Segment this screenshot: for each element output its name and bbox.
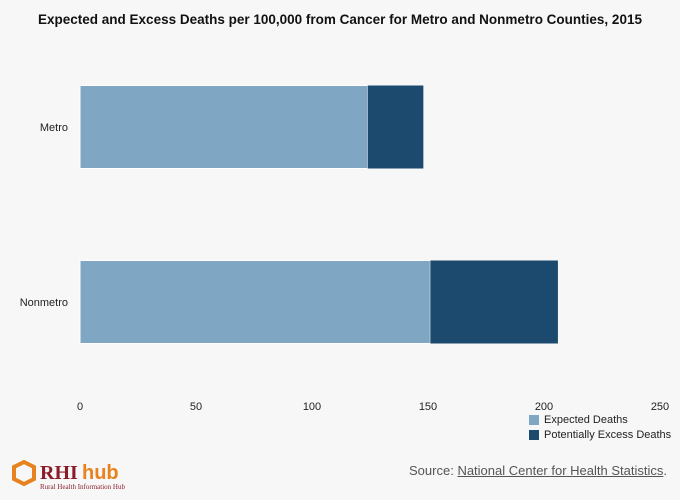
legend-item-expected: Expected Deaths	[529, 412, 671, 427]
rhihub-logo[interactable]: RHI hub Rural Health Information Hub	[12, 459, 152, 497]
category-label-nonmetro: Nonmetro	[20, 297, 68, 309]
x-tick-label: 100	[303, 401, 321, 413]
bar-nonmetro-excess[interactable]	[430, 260, 558, 344]
logo-tagline: Rural Health Information Hub	[40, 483, 125, 491]
x-tick-label: 200	[535, 401, 553, 413]
category-label-metro: Metro	[40, 122, 68, 134]
x-tick-label: 150	[419, 401, 437, 413]
legend-item-excess: Potentially Excess Deaths	[529, 427, 671, 442]
bar-metro-expected[interactable]	[79, 85, 369, 169]
legend-swatch-expected	[529, 414, 539, 425]
legend: Expected Deaths Potentially Excess Death…	[529, 412, 671, 442]
source-link[interactable]: National Center for Health Statistics	[457, 463, 664, 478]
legend-label-expected: Expected Deaths	[544, 413, 628, 426]
legend-label-excess: Potentially Excess Deaths	[544, 428, 672, 441]
legend-swatch-excess	[529, 429, 539, 440]
bar-nonmetro-expected[interactable]	[79, 260, 431, 344]
source-suffix: .	[663, 463, 667, 478]
chart-title: Expected and Excess Deaths per 100,000 f…	[38, 12, 642, 27]
bar-metro-excess[interactable]	[367, 85, 424, 169]
x-tick-label: 0	[77, 401, 83, 413]
x-tick-label: 250	[651, 401, 669, 413]
x-tick-label: 50	[190, 401, 202, 413]
logo-hub-text: hub	[82, 462, 119, 484]
source-note: Source: National Center for Health Stati…	[409, 463, 667, 478]
source-prefix: Source:	[409, 463, 458, 478]
logo-hexagon-icon	[12, 459, 36, 487]
logo-rhi-text: RHI	[40, 462, 78, 484]
